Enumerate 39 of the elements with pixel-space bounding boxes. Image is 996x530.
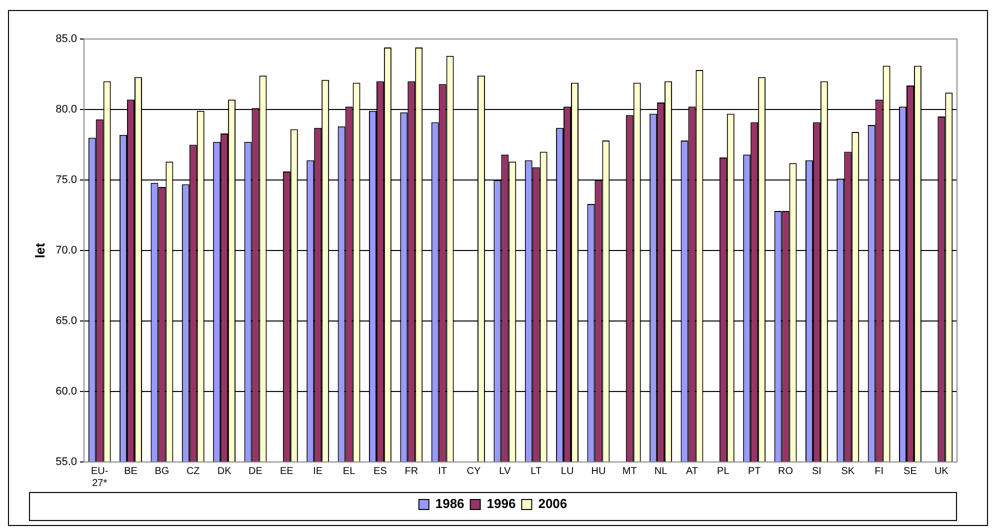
x-tick-label: SE bbox=[904, 466, 918, 477]
x-tick-label: ES bbox=[374, 466, 388, 477]
x-tick-label: SK bbox=[841, 466, 855, 477]
x-tick-label: IE bbox=[313, 466, 323, 477]
x-tick-label: HU bbox=[591, 466, 606, 477]
x-tick-label: NL bbox=[654, 466, 668, 477]
x-tick-label: FI bbox=[874, 466, 884, 477]
x-tick-label: AT bbox=[686, 466, 698, 477]
legend-label: 1986 bbox=[435, 496, 464, 512]
x-tick-label: EU-27* bbox=[90, 466, 108, 489]
y-tick-label: 75.0 bbox=[56, 174, 78, 186]
y-tick-label: 60.0 bbox=[56, 386, 78, 398]
x-tick-label: DE bbox=[248, 466, 263, 477]
y-tick-label: 85.0 bbox=[56, 33, 78, 46]
x-tick-label: SI bbox=[812, 466, 822, 477]
x-tick-label: LT bbox=[530, 466, 542, 477]
x-tick-label: UK bbox=[934, 466, 949, 477]
x-tick-label: CY bbox=[466, 466, 482, 477]
x-tick-label: PL bbox=[717, 466, 730, 477]
x-tick-label: BG bbox=[154, 466, 170, 477]
y-axis-title: let bbox=[32, 242, 48, 258]
x-tick-label: IT bbox=[438, 466, 448, 477]
x-tick-label: LU bbox=[560, 466, 574, 477]
x-tick-label: BE bbox=[124, 466, 138, 477]
x-tick-label: EL bbox=[342, 466, 356, 477]
x-tick-label: EE bbox=[280, 466, 294, 477]
y-tick-label: 55.0 bbox=[56, 456, 78, 468]
legend-label: 1996 bbox=[486, 496, 516, 512]
y-tick-label: 65.0 bbox=[56, 315, 78, 328]
x-tick-label: MT bbox=[622, 466, 637, 477]
x-tick-label: CZ bbox=[186, 466, 200, 477]
x-tick-label: LV bbox=[499, 466, 511, 477]
x-tick-label: PT bbox=[748, 466, 761, 477]
x-tick-label: DK bbox=[217, 466, 232, 477]
x-tick-label: RO bbox=[778, 466, 794, 477]
x-tick-label: FR bbox=[404, 466, 418, 477]
y-tick-label: 70.0 bbox=[56, 244, 78, 257]
legend-label: 2006 bbox=[538, 496, 568, 512]
y-tick-label: 80.0 bbox=[56, 104, 78, 116]
